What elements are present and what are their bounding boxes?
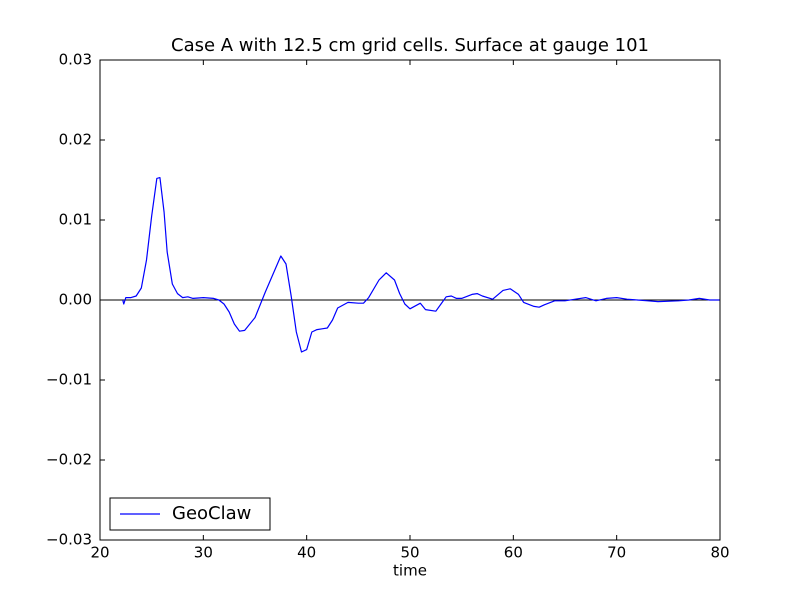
y-tick-label: 0.02 xyxy=(59,131,92,149)
y-tick-label: 0.00 xyxy=(59,291,92,309)
y-tick-label: −0.01 xyxy=(46,371,92,389)
y-tick-label: 0.01 xyxy=(59,211,92,229)
x-tick-label: 20 xyxy=(90,544,109,562)
x-axis-label: time xyxy=(393,562,427,580)
x-tick-label: 40 xyxy=(297,544,316,562)
y-tick-label: 0.03 xyxy=(59,51,92,69)
chart-title: Case A with 12.5 cm grid cells. Surface … xyxy=(171,35,649,56)
series-line xyxy=(122,177,720,353)
x-tick-label: 30 xyxy=(194,544,213,562)
y-tick-label: −0.02 xyxy=(46,451,92,469)
x-tick-label: 60 xyxy=(504,544,523,562)
legend: GeoClaw xyxy=(109,497,271,531)
x-tick-label: 70 xyxy=(607,544,626,562)
x-tick-label: 50 xyxy=(400,544,419,562)
plot-frame xyxy=(99,59,721,541)
legend-label: GeoClaw xyxy=(172,503,251,524)
x-tick-label: 80 xyxy=(710,544,729,562)
y-tick-label: −0.03 xyxy=(46,531,92,549)
